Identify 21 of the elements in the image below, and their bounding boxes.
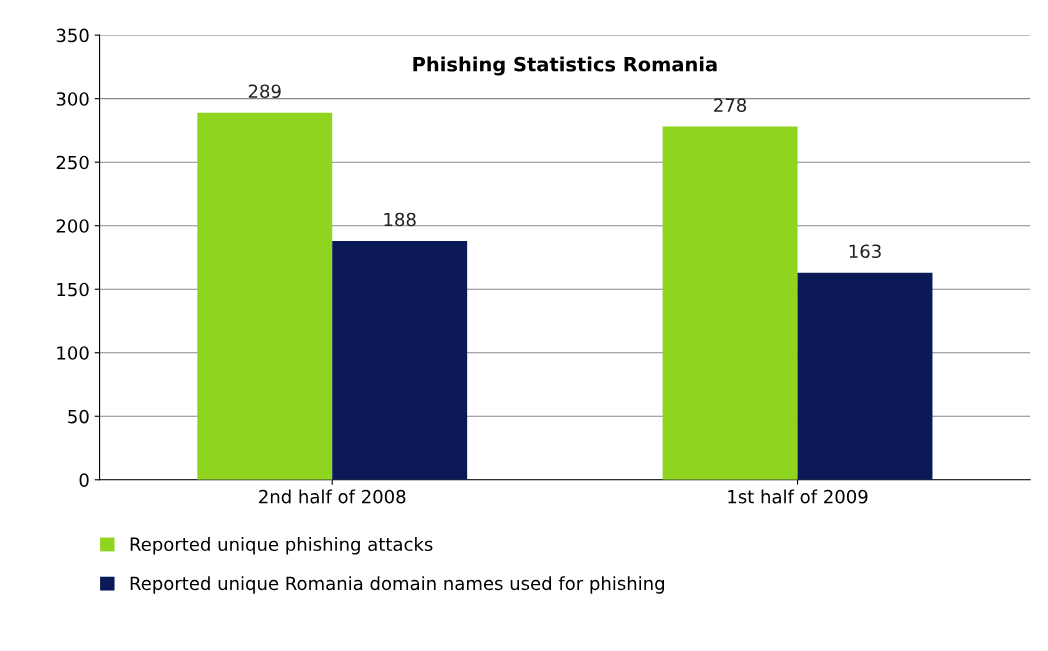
data-label: 188 [384,212,416,227]
y-tick-label: 0 [79,473,89,487]
y-tick-label: 100 [57,346,89,360]
y-tick-label: 350 [56,28,89,43]
y-tick-label: 250 [56,155,89,170]
y-tick-label: 50 [68,409,89,424]
data-label: 163 [849,244,881,259]
data-label: 278 [714,98,747,113]
y-tick-label: 300 [56,92,89,106]
bar [197,112,333,480]
x-tick-label: 2nd half of 2008 [259,489,406,504]
legend-label: Reported unique phishing attacks [130,537,433,555]
x-tick-label: 1st half of 2009 [728,489,868,504]
data-label: 289 [248,84,281,99]
bar [332,240,468,480]
text: Phishing Statistics Romania [413,56,717,76]
legend-label: Reported unique Romania domain names used for phishing [130,576,664,594]
bar [797,272,933,480]
y-tick-label: 200 [56,219,89,233]
bar [662,126,798,480]
y-tick-label: 150 [57,282,89,297]
